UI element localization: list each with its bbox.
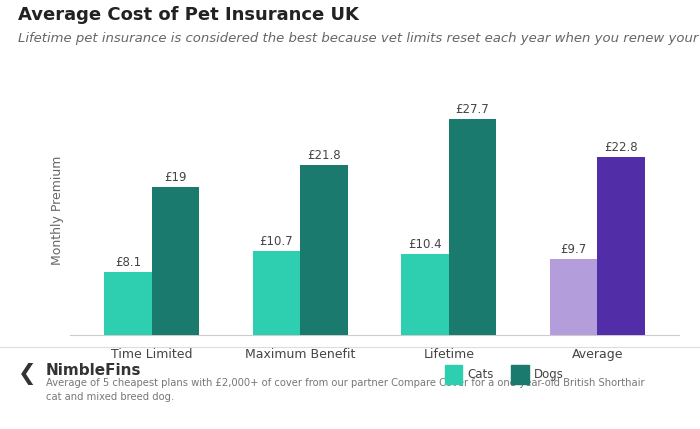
Text: £21.8: £21.8	[307, 149, 341, 162]
Bar	[152, 187, 200, 335]
Text: £8.1: £8.1	[115, 256, 141, 269]
Bar	[550, 259, 597, 335]
Text: Average of 5 cheapest plans with £2,000+ of cover from our partner Compare Cover: Average of 5 cheapest plans with £2,000+…	[46, 378, 644, 402]
Text: Cats: Cats	[468, 368, 494, 381]
Text: £19: £19	[164, 171, 187, 184]
Text: ❮: ❮	[18, 363, 36, 384]
Bar	[449, 119, 496, 335]
Text: £9.7: £9.7	[561, 243, 587, 256]
Text: Average Cost of Pet Insurance UK: Average Cost of Pet Insurance UK	[18, 6, 358, 24]
Bar	[104, 272, 152, 335]
Y-axis label: Monthly Premium: Monthly Premium	[51, 156, 64, 265]
Text: £27.7: £27.7	[456, 103, 489, 116]
Text: £10.4: £10.4	[408, 238, 442, 251]
Text: £10.7: £10.7	[260, 236, 293, 248]
Bar	[597, 157, 645, 335]
Bar	[401, 254, 449, 335]
Text: NimbleFins: NimbleFins	[46, 363, 141, 378]
Bar	[300, 165, 348, 335]
Text: £22.8: £22.8	[604, 141, 638, 154]
Text: Dogs: Dogs	[534, 368, 564, 381]
Text: Lifetime pet insurance is considered the best because vet limits reset each year: Lifetime pet insurance is considered the…	[18, 32, 700, 45]
Bar	[253, 251, 300, 335]
